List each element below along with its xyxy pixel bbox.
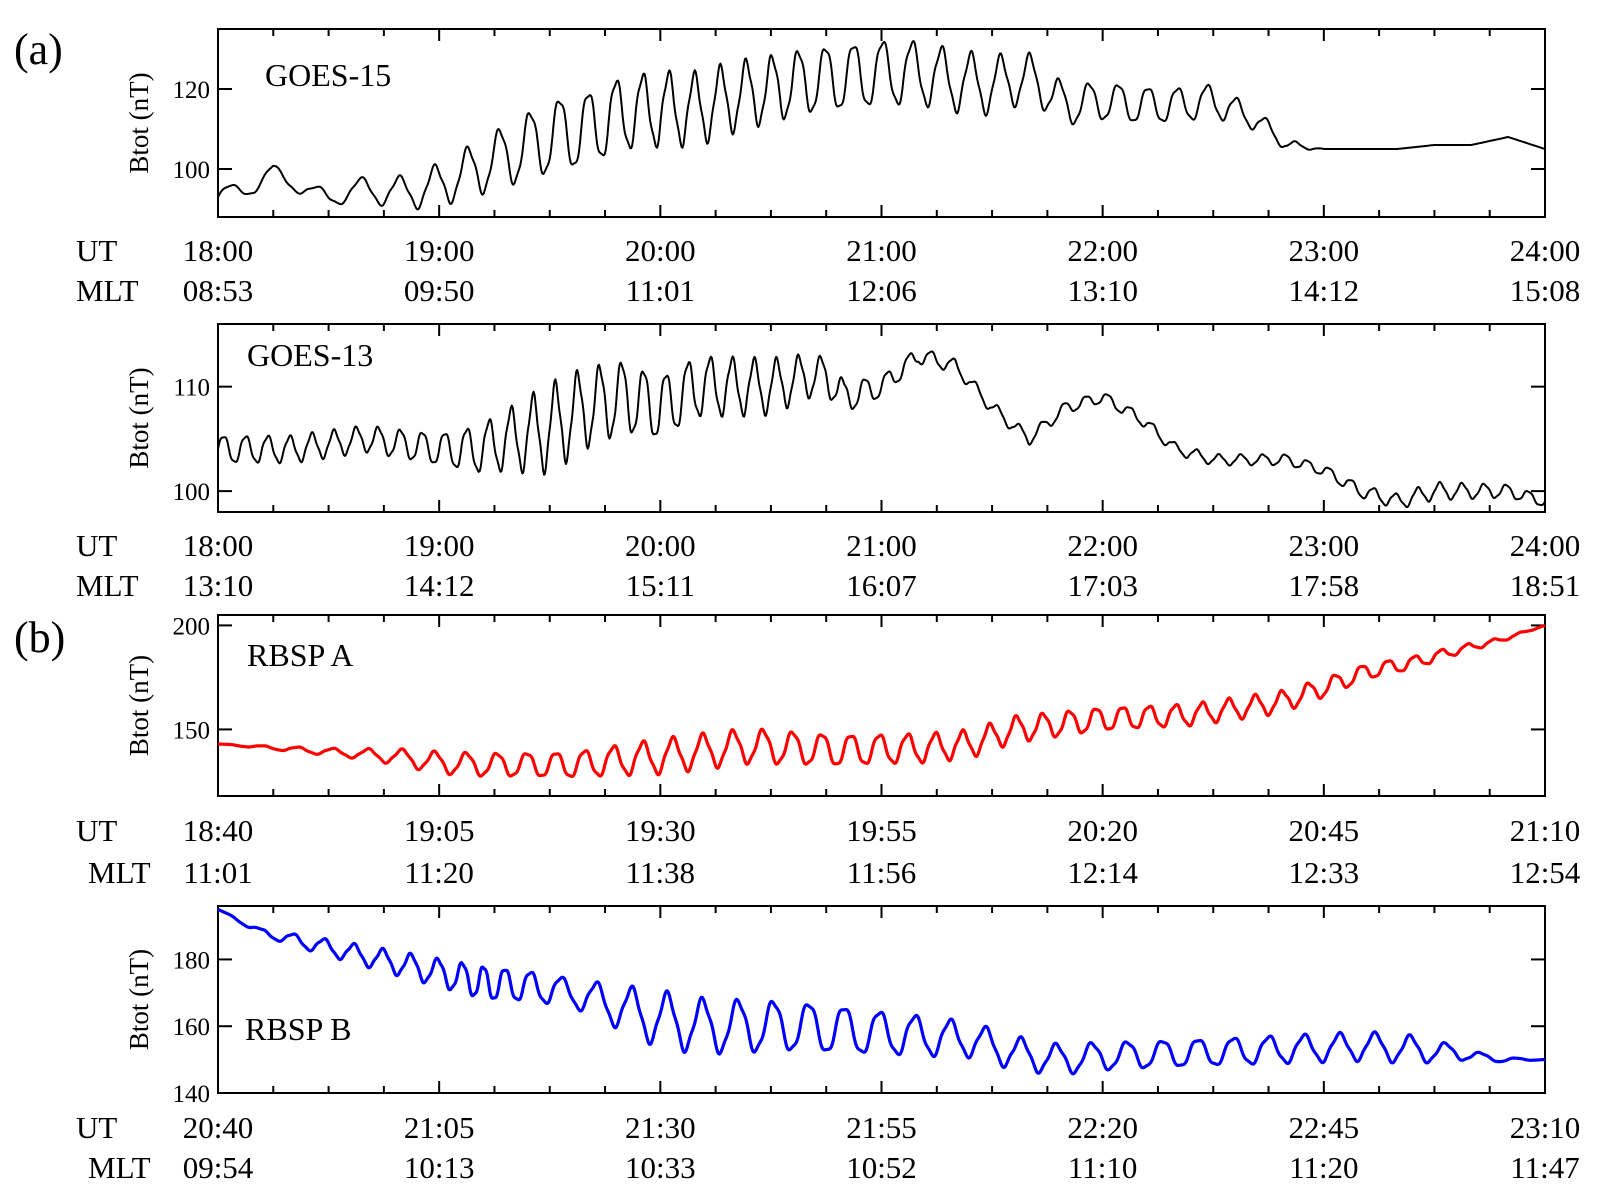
ut-tick-label: 22:00 <box>1067 528 1138 563</box>
x-ticks <box>217 615 1546 796</box>
y-axis-label: Btot (nT) <box>124 655 154 756</box>
mlt-tick-label: 15:11 <box>626 568 695 603</box>
ut-tick-label: 18:40 <box>183 813 254 848</box>
ut-tick-label: 19:55 <box>846 813 917 848</box>
ut-tick-label: 19:30 <box>625 813 696 848</box>
ut-tick-label: 21:10 <box>1510 813 1581 848</box>
mlt-tick-label: 11:20 <box>404 855 473 890</box>
ut-tick-label: 18:00 <box>183 528 254 563</box>
x-ticks <box>217 906 1546 1093</box>
mlt-tick-label: 11:56 <box>847 855 916 890</box>
ut-tick-label: 21:55 <box>846 1110 917 1145</box>
mlt-tick-label: 11:01 <box>626 273 695 308</box>
mlt-tick-label: 16:07 <box>846 568 917 603</box>
series-label: GOES-15 <box>265 57 391 93</box>
ut-tick-label: 23:10 <box>1510 1110 1581 1145</box>
y-axis-label: Btot (nT) <box>124 949 154 1050</box>
series-label: RBSP A <box>247 637 353 673</box>
y-tick-label: 100 <box>173 157 211 184</box>
ut-tick-label: 24:00 <box>1510 528 1581 563</box>
mlt-tick-label: 14:12 <box>404 568 475 603</box>
panel-b-label: (b) <box>14 613 65 662</box>
y-tick-label: 110 <box>173 375 210 402</box>
y-tick-label: 150 <box>173 717 211 744</box>
mlt-row-label: MLT <box>88 1150 151 1185</box>
chart-rbsp-b: 140 160 180 Btot (nT) RBSP B UT MLT 20:40 09:54 2… <box>76 905 1581 1185</box>
ut-tick-label: 19:00 <box>404 233 475 268</box>
ut-row-label: UT <box>76 528 117 563</box>
y-tick-label: 120 <box>173 77 211 104</box>
mlt-tick-label: 13:10 <box>1067 273 1138 308</box>
ut-tick-label: 21:00 <box>846 233 917 268</box>
ut-tick-label: 20:45 <box>1289 813 1360 848</box>
mlt-tick-label: 12:54 <box>1510 855 1581 890</box>
series-line <box>217 907 1546 1076</box>
mlt-tick-label: 11:01 <box>183 855 252 890</box>
mlt-tick-label: 13:10 <box>183 568 254 603</box>
mlt-tick-label: 11:20 <box>1289 1150 1358 1185</box>
mlt-tick-label: 15:08 <box>1510 273 1581 308</box>
mlt-tick-label: 10:13 <box>404 1150 475 1185</box>
chart-goes15: 100 120 Btot (nT) GOES-15 UT MLT 18:00 08:53 19:… <box>76 28 1581 308</box>
ut-row-label: UT <box>76 813 117 848</box>
y-tick-label: 160 <box>173 1014 211 1041</box>
plot-frame <box>217 905 1546 1094</box>
mlt-tick-label: 12:33 <box>1289 855 1360 890</box>
ut-tick-label: 21:30 <box>625 1110 696 1145</box>
ut-tick-label: 20:20 <box>1067 813 1138 848</box>
y-tick-label: 140 <box>173 1081 211 1108</box>
mlt-tick-label: 18:51 <box>1510 568 1581 603</box>
mlt-tick-label: 11:10 <box>1068 1150 1137 1185</box>
mlt-tick-label: 11:38 <box>626 855 695 890</box>
ut-row-label: UT <box>76 1110 117 1145</box>
series-label: GOES-13 <box>247 337 373 373</box>
mlt-tick-label: 09:50 <box>404 273 475 308</box>
series-label: RBSP B <box>245 1011 351 1047</box>
mlt-tick-label: 11:47 <box>1510 1150 1579 1185</box>
ut-tick-label: 24:00 <box>1510 233 1581 268</box>
ut-tick-label: 21:05 <box>404 1110 475 1145</box>
ut-tick-label: 22:45 <box>1289 1110 1360 1145</box>
mlt-tick-label: 17:58 <box>1289 568 1360 603</box>
mlt-tick-label: 10:52 <box>846 1150 917 1185</box>
mlt-tick-label: 12:14 <box>1067 855 1138 890</box>
ut-tick-label: 22:20 <box>1067 1110 1138 1145</box>
ut-tick-label: 23:00 <box>1289 233 1360 268</box>
ut-tick-label: 21:00 <box>846 528 917 563</box>
plot-frame <box>217 28 1546 218</box>
y-axis-label: Btot (nT) <box>124 72 154 173</box>
mlt-tick-label: 10:33 <box>625 1150 696 1185</box>
ut-tick-label: 20:00 <box>625 528 696 563</box>
ut-tick-label: 23:00 <box>1289 528 1360 563</box>
mlt-tick-label: 14:12 <box>1289 273 1360 308</box>
y-tick-label: 200 <box>173 613 211 640</box>
series-line <box>217 40 1546 211</box>
ut-tick-label: 19:00 <box>404 528 475 563</box>
x-ticks <box>217 324 1546 512</box>
y-axis-label: Btot (nT) <box>124 367 154 468</box>
mlt-tick-label: 08:53 <box>183 273 254 308</box>
ut-tick-label: 20:00 <box>625 233 696 268</box>
ut-tick-label: 20:40 <box>183 1110 254 1145</box>
mlt-row-label: MLT <box>88 855 151 890</box>
mlt-row-label: MLT <box>76 273 139 308</box>
ut-row-label: UT <box>76 233 117 268</box>
mlt-tick-label: 09:54 <box>183 1150 254 1185</box>
ut-tick-label: 19:05 <box>404 813 475 848</box>
chart-rbsp-a: 150 200 Btot (nT) RBSP A UT MLT 18:40 11:01 19:0… <box>76 613 1581 890</box>
series-line <box>217 350 1546 509</box>
y-tick-label: 180 <box>173 947 211 974</box>
y-tick-label: 100 <box>173 479 211 506</box>
ut-tick-label: 22:00 <box>1067 233 1138 268</box>
mlt-row-label: MLT <box>76 568 139 603</box>
series-line <box>217 623 1546 778</box>
panel-a-label: (a) <box>14 25 63 74</box>
ut-tick-label: 18:00 <box>183 233 254 268</box>
x-ticks <box>217 29 1546 217</box>
chart-goes13: 100 110 Btot (nT) GOES-13 UT MLT 18:00 13:10 19:… <box>76 323 1581 603</box>
mlt-tick-label: 12:06 <box>846 273 917 308</box>
mlt-tick-label: 17:03 <box>1067 568 1138 603</box>
